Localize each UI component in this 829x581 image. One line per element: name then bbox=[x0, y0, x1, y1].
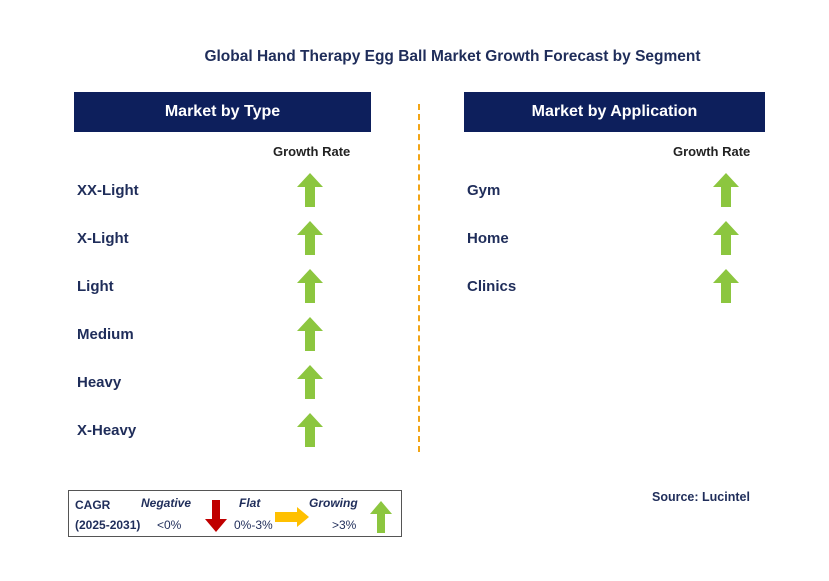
legend-growing-range: >3% bbox=[332, 518, 357, 532]
down-arrow-icon bbox=[205, 500, 227, 532]
up-arrow-icon bbox=[713, 173, 739, 207]
up-arrow-icon bbox=[297, 365, 323, 399]
legend-period-label: (2025-2031) bbox=[75, 518, 141, 532]
application-growth-rate-label: Growth Rate bbox=[673, 144, 751, 159]
panel-divider bbox=[418, 104, 420, 452]
type-label-x-light: X-Light bbox=[77, 230, 129, 247]
up-arrow-icon bbox=[297, 221, 323, 255]
type-label-medium: Medium bbox=[77, 326, 134, 343]
type-growth-rate-label: Growth Rate bbox=[273, 144, 351, 159]
legend-flat-range: 0%-3% bbox=[234, 518, 273, 532]
legend-negative-label: Negative bbox=[141, 496, 192, 510]
up-arrow-icon bbox=[713, 221, 739, 255]
market-by-type-header: Market by Type bbox=[74, 92, 371, 132]
legend-flat-label: Flat bbox=[239, 496, 261, 510]
type-label-x-heavy: X-Heavy bbox=[77, 422, 137, 439]
type-label-light: Light bbox=[77, 278, 114, 295]
up-arrow-icon bbox=[297, 317, 323, 351]
flat-arrow-icon bbox=[275, 507, 309, 527]
legend-growing-label: Growing bbox=[309, 496, 358, 510]
market-by-application-header: Market by Application bbox=[464, 92, 765, 132]
legend-cagr-label: CAGR bbox=[75, 498, 111, 512]
legend-negative-range: <0% bbox=[157, 518, 182, 532]
type-label-heavy: Heavy bbox=[77, 374, 122, 391]
up-arrow-icon bbox=[370, 501, 392, 533]
up-arrow-icon bbox=[297, 413, 323, 447]
chart-title: Global Hand Therapy Egg Ball Market Grow… bbox=[204, 48, 701, 65]
application-label-gym: Gym bbox=[467, 182, 501, 199]
up-arrow-icon bbox=[713, 269, 739, 303]
up-arrow-icon bbox=[297, 269, 323, 303]
application-label-clinics: Clinics bbox=[467, 278, 517, 295]
cagr-legend: CAGR (2025-2031) Negative <0% Flat 0%-3%… bbox=[68, 490, 402, 537]
application-label-home: Home bbox=[467, 230, 509, 247]
type-label-xx-light: XX-Light bbox=[77, 182, 139, 199]
source-note: Source: Lucintel bbox=[652, 490, 750, 504]
up-arrow-icon bbox=[297, 173, 323, 207]
